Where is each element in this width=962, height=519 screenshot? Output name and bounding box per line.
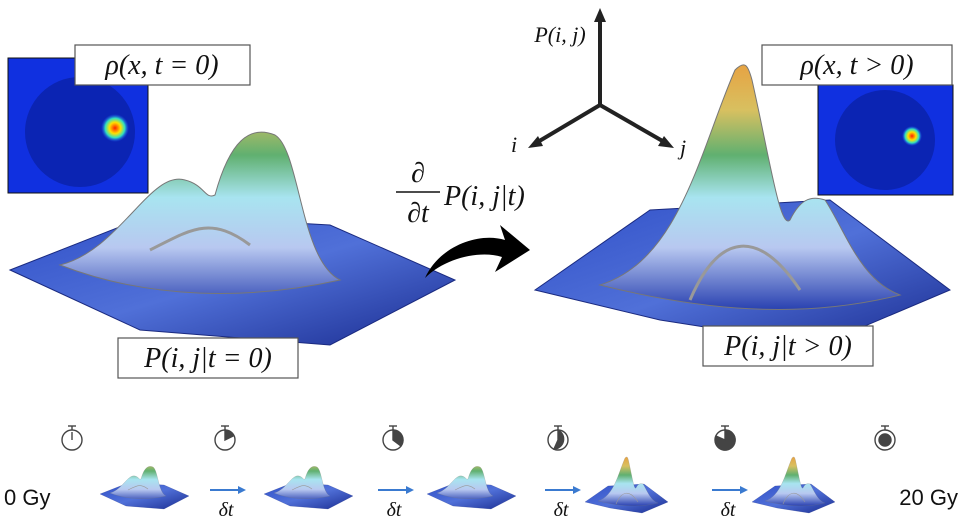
timeline-start: 0 Gy bbox=[4, 485, 50, 510]
inset-hotspot bbox=[101, 114, 129, 142]
inset-hotspot bbox=[902, 126, 922, 146]
timer-icon bbox=[715, 426, 735, 450]
timers bbox=[62, 426, 895, 450]
thumbnail-surface bbox=[264, 466, 353, 509]
timer-icon bbox=[548, 426, 568, 450]
inset-label: ρ(x, t = 0) bbox=[104, 50, 218, 81]
timer-icon bbox=[215, 426, 235, 450]
figure: ρ(x, t = 0) ρ(x, t > 0) P(i, j) i j ∂ ∂t… bbox=[0, 0, 962, 519]
axis-label: P(i, j) bbox=[533, 22, 585, 47]
surface-label: P(i, j|t > 0) bbox=[723, 331, 852, 362]
step-label: δt bbox=[721, 499, 736, 519]
inset-label: ρ(x, t > 0) bbox=[799, 50, 913, 81]
timeline-end: 20 Gy bbox=[899, 485, 958, 510]
step-label: δt bbox=[554, 499, 569, 519]
thumbnail-surface bbox=[585, 457, 668, 513]
thumbnail-surface bbox=[427, 466, 516, 509]
timer-icon bbox=[62, 426, 82, 450]
operator-numerator: ∂ bbox=[411, 158, 425, 189]
step-label: δt bbox=[387, 499, 402, 519]
axis-label: j bbox=[677, 135, 686, 160]
transition-arrow bbox=[425, 225, 530, 278]
thumbnail-surface bbox=[752, 457, 835, 513]
timer-icon bbox=[383, 426, 403, 450]
operator-expression: P(i, j|t) bbox=[443, 181, 525, 212]
axis-label: i bbox=[511, 132, 517, 157]
timer-icon bbox=[875, 426, 895, 450]
thumbnail-surface bbox=[100, 466, 189, 509]
operator-denominator: ∂t bbox=[407, 198, 430, 229]
step-label: δt bbox=[219, 499, 234, 519]
surface-label: P(i, j|t = 0) bbox=[143, 343, 272, 374]
